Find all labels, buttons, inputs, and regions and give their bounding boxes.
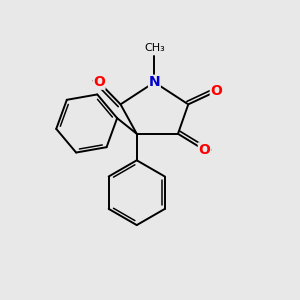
Text: CH₃: CH₃ — [144, 43, 165, 53]
Text: O: O — [93, 75, 105, 89]
Text: O: O — [210, 84, 222, 98]
Text: O: O — [198, 143, 210, 157]
Text: N: N — [148, 75, 160, 89]
